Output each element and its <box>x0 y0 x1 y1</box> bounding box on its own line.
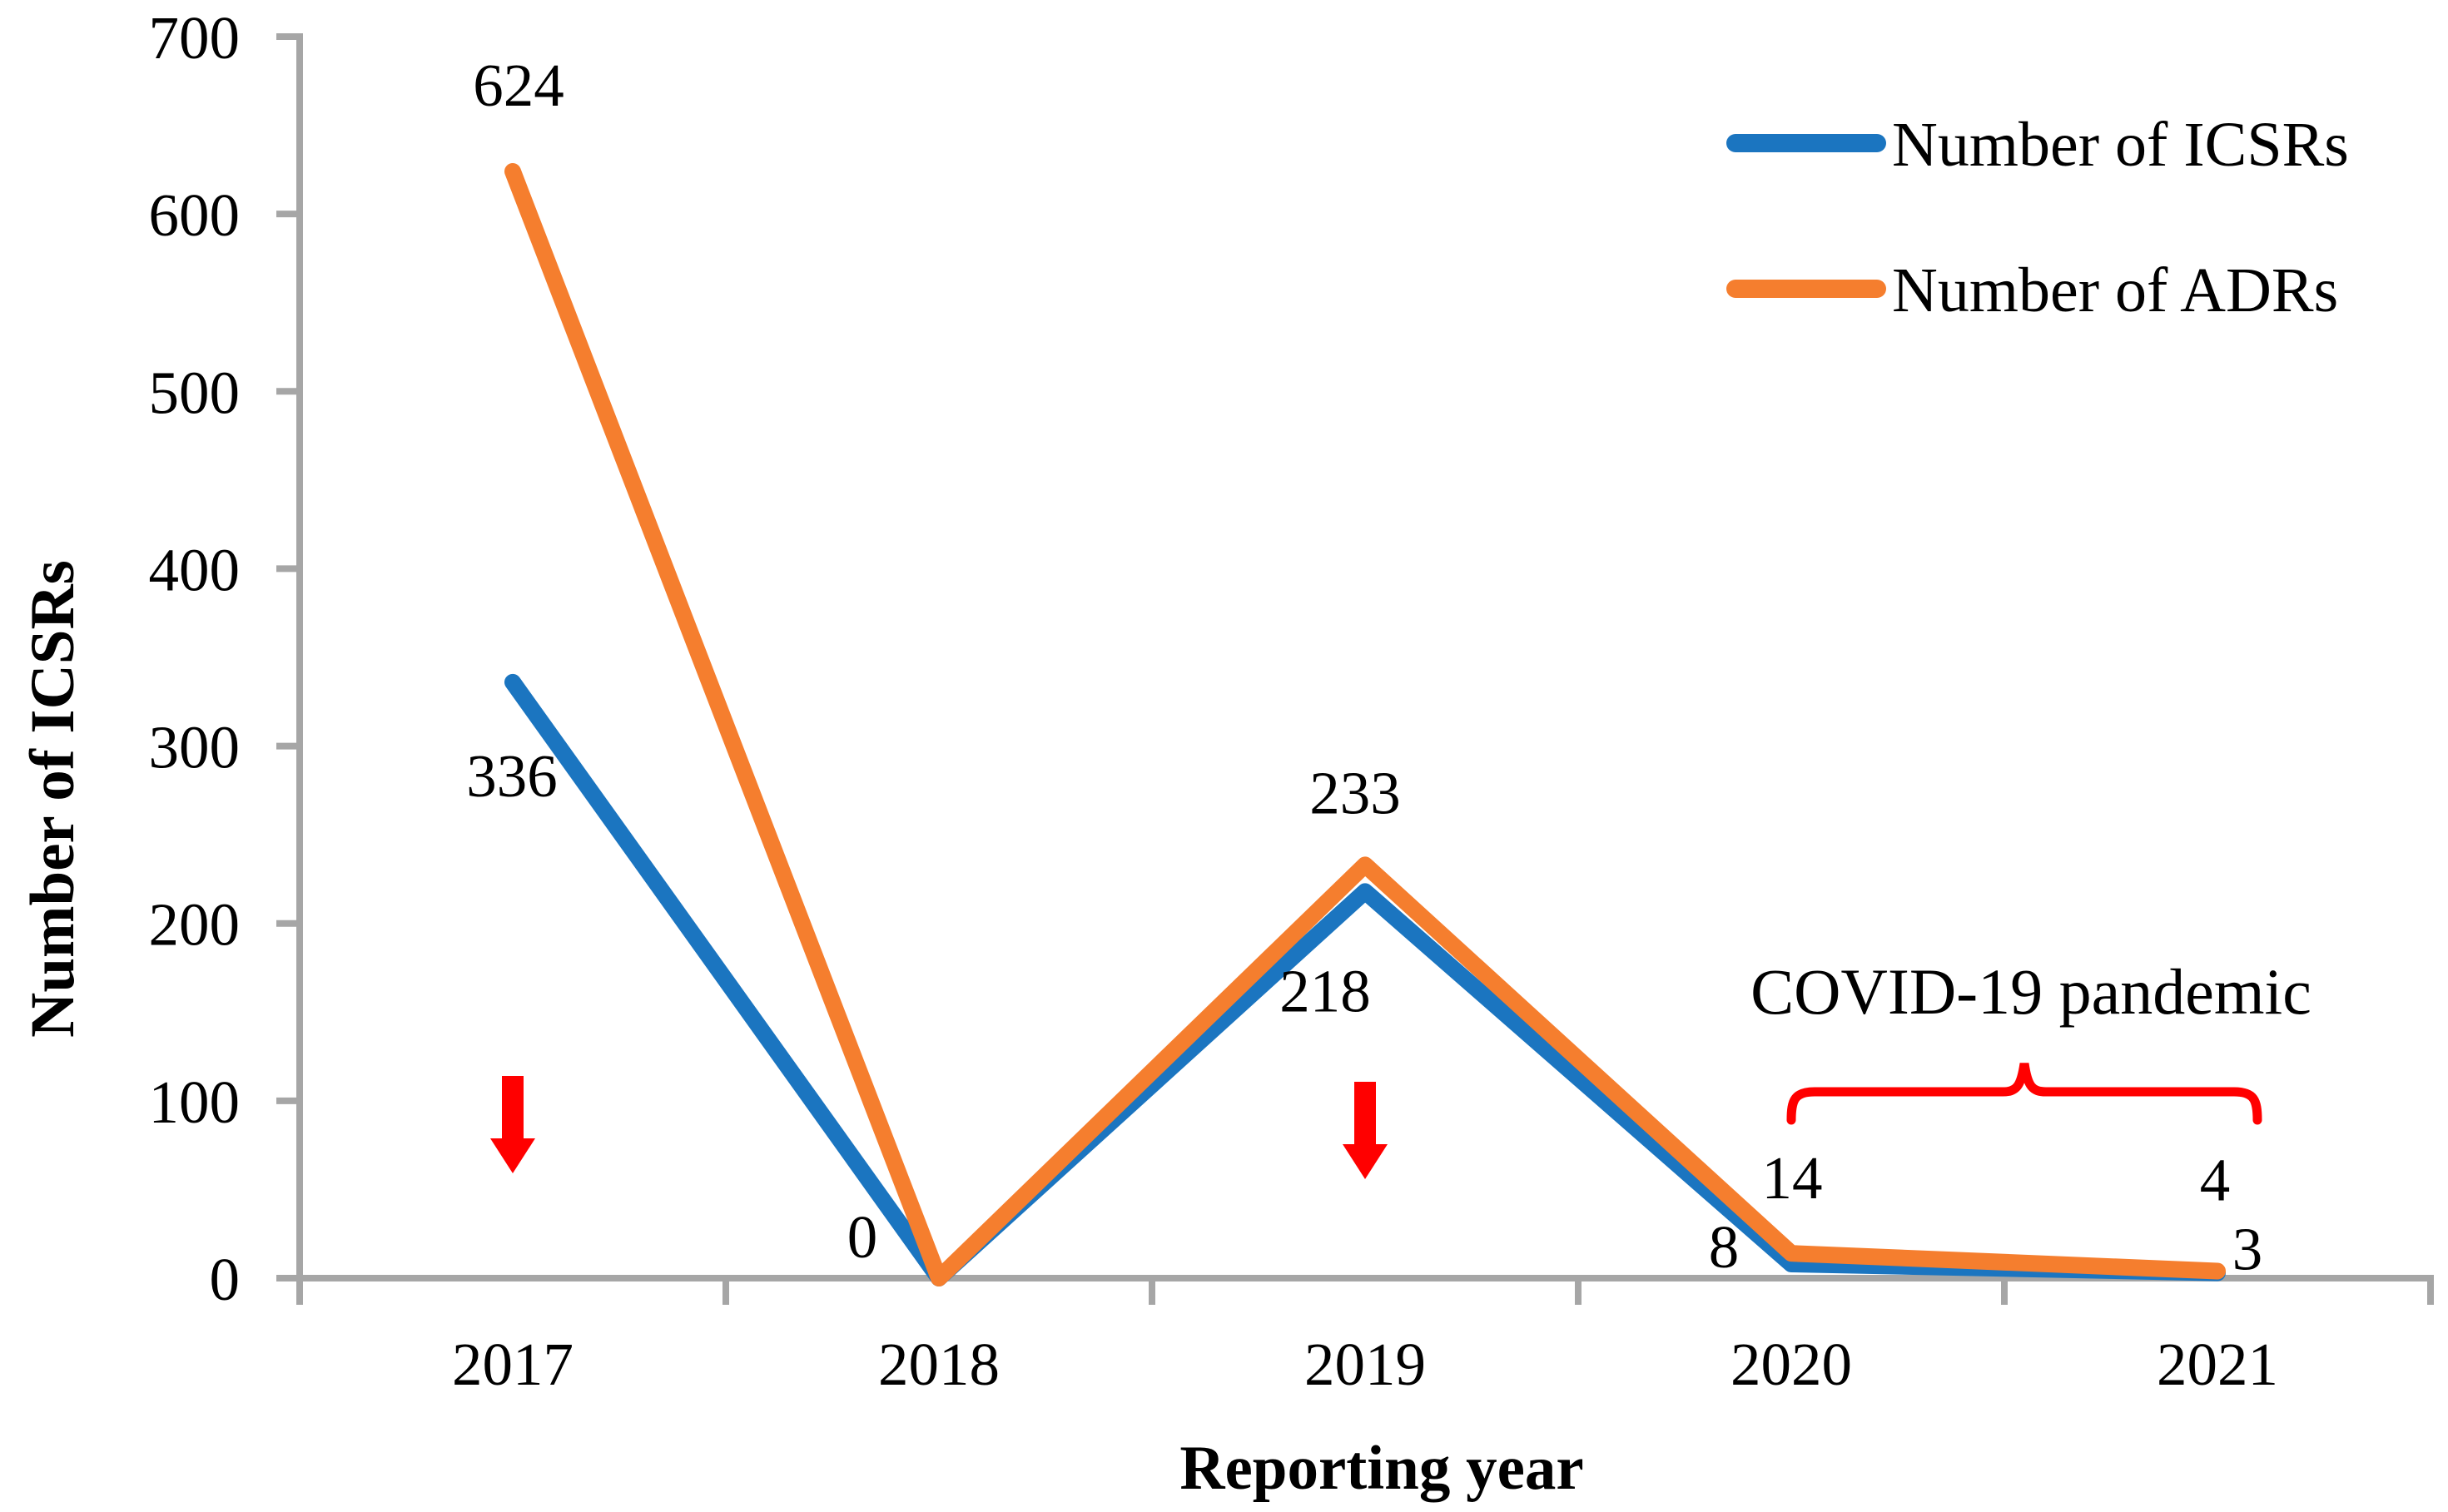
x-tick-label: 2019 <box>1304 1331 1426 1398</box>
series-lines <box>504 162 2226 1286</box>
y-tick-label: 500 <box>149 359 241 426</box>
x-tick-label: 2017 <box>452 1331 574 1398</box>
x-tick-label: 2018 <box>878 1331 1000 1398</box>
y-axis-title: Number of ICSRs <box>18 560 87 1038</box>
data-label: 0 <box>847 1203 878 1271</box>
legend-label-1: Number of ADRs <box>1892 255 2338 325</box>
axes: 0 100 200 300 400 500 600 700 2017 2018 2019 2020 20… <box>149 4 2434 1398</box>
x-tick-label: 2020 <box>1730 1331 1852 1398</box>
y-tick-label: 600 <box>149 181 241 249</box>
x-axis-title: Reporting year <box>1179 1434 1583 1503</box>
covid-span-brace <box>1786 1063 2262 1125</box>
red-down-arrow <box>1343 1082 1388 1179</box>
annotations <box>490 1063 2262 1179</box>
y-tick-label: 200 <box>149 891 241 959</box>
y-tick-label: 300 <box>149 714 241 781</box>
data-label: 3 <box>2232 1216 2263 1283</box>
data-labels: 336 0 218 8 3 624 233 14 4 <box>466 52 2262 1283</box>
y-tick-label: 100 <box>149 1068 241 1136</box>
y-tick-label: 400 <box>149 536 241 603</box>
legend: Number of ICSRs Number of ADRs <box>1726 110 2349 325</box>
data-label: 624 <box>473 52 564 119</box>
series-line-1 <box>504 162 2226 1286</box>
data-label: 233 <box>1309 759 1401 826</box>
data-label: 4 <box>2200 1146 2231 1213</box>
x-tick-label: 2021 <box>2157 1331 2278 1398</box>
data-label: 336 <box>466 742 558 810</box>
red-down-arrow <box>490 1076 535 1173</box>
y-tick-label: 700 <box>149 4 241 72</box>
data-label: 218 <box>1279 957 1371 1024</box>
data-label: 8 <box>1709 1213 1740 1281</box>
covid-annotation-label: COVID-19 pandemic <box>1750 955 2311 1028</box>
y-tick-label: 0 <box>210 1246 241 1313</box>
data-label: 14 <box>1762 1144 1823 1212</box>
legend-label-0: Number of ICSRs <box>1892 110 2349 180</box>
